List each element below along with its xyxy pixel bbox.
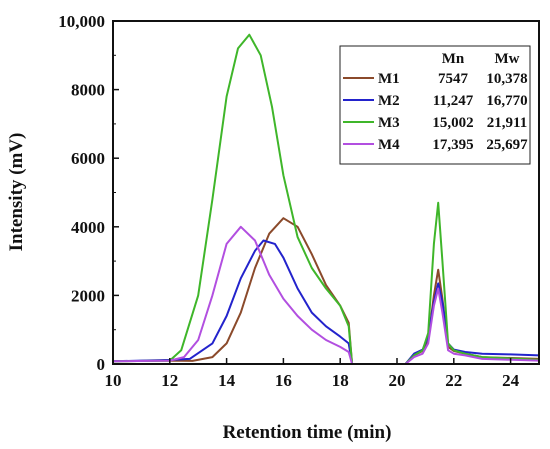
- y-tick-label: 2000: [71, 286, 105, 305]
- y-tick-label: 0: [97, 355, 106, 374]
- legend-entry-m1: M1 7547 10,378: [343, 71, 528, 87]
- legend-mn-value: 7547: [438, 71, 469, 87]
- legend-label: M2: [378, 93, 400, 109]
- legend-mn-value: 17,395: [432, 137, 473, 153]
- tick-layer: 10 12 14 16 18 20 22 24 0 2000 4000 6000 8000 10,000: [58, 12, 519, 390]
- y-tick-label: 6000: [71, 149, 105, 168]
- y-tick-label: 8000: [71, 81, 105, 100]
- x-axis-title: Retention time (min): [223, 422, 392, 443]
- legend-label: M3: [378, 115, 400, 131]
- legend-entry-m3: M3 15,002 21,911: [343, 115, 527, 131]
- legend-mn-value: 11,247: [433, 93, 474, 109]
- x-tick-label: 14: [218, 371, 236, 390]
- x-tick-label: 12: [161, 371, 178, 390]
- legend-label: M4: [378, 137, 400, 153]
- x-tick-label: 16: [275, 371, 292, 390]
- legend-header-mw: Mw: [495, 51, 520, 67]
- x-tick-label: 24: [502, 371, 520, 390]
- x-tick-label: 22: [445, 371, 462, 390]
- x-tick-label: 18: [332, 371, 349, 390]
- series-line-m1: [112, 217, 540, 365]
- y-tick-label: 4000: [71, 218, 105, 237]
- series-line-m3: [112, 33, 540, 365]
- legend-entry-m4: M4 17,395 25,697: [343, 137, 528, 153]
- legend: Mn Mw M1 7547 10,378 M2 11,247 16,770 M3 15,002…: [339, 45, 531, 165]
- series-layer: [112, 33, 540, 365]
- y-tick-label: 10,000: [58, 12, 105, 31]
- legend-mw-value: 16,770: [486, 93, 527, 109]
- series-line-m2: [112, 239, 540, 365]
- x-tick-label: 20: [389, 371, 406, 390]
- y-axis-title: Intensity (mV): [6, 133, 27, 252]
- legend-entry-m2: M2 11,247 16,770: [343, 93, 528, 109]
- x-tick-label: 10: [105, 371, 122, 390]
- legend-mn-value: 15,002: [432, 115, 473, 131]
- legend-label: M1: [378, 71, 400, 87]
- legend-mw-value: 21,911: [487, 115, 527, 131]
- legend-header-mn: Mn: [442, 51, 465, 67]
- series-line-m4: [112, 225, 540, 365]
- legend-mw-value: 25,697: [486, 137, 528, 153]
- legend-mw-value: 10,378: [486, 71, 527, 87]
